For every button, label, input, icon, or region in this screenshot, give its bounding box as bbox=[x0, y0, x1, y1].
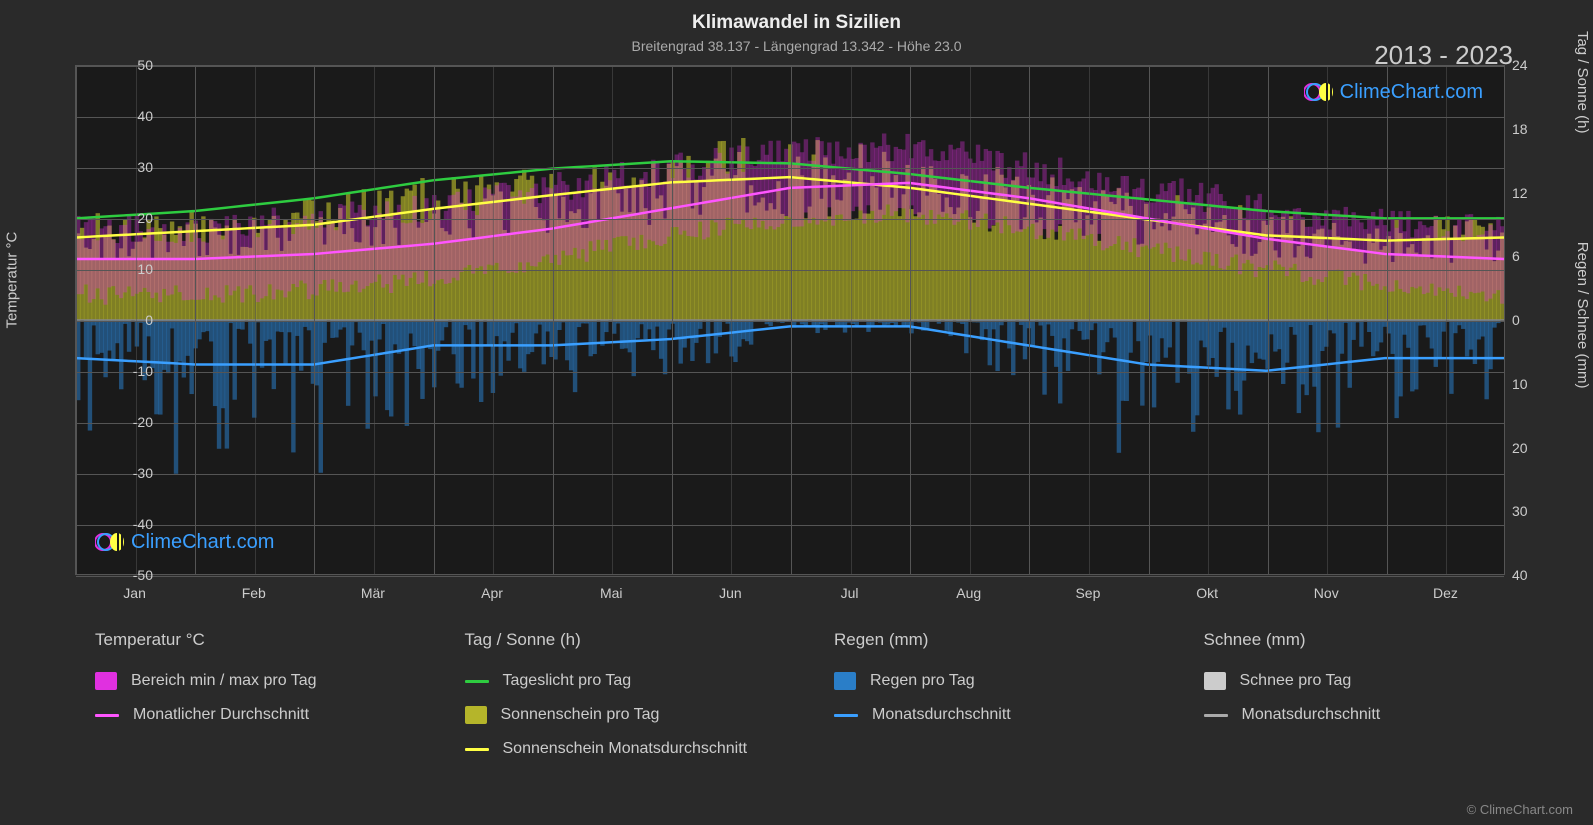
legend-label: Schnee pro Tag bbox=[1240, 672, 1352, 690]
plot-svg bbox=[76, 66, 1504, 574]
legend-col-temperature: Temperatur °C Bereich min / max pro Tag Mo… bbox=[95, 630, 445, 758]
y-right-tick: 40 bbox=[1512, 567, 1528, 583]
legend-label: Monatsdurchschnitt bbox=[1242, 706, 1381, 724]
chart-title: Klimawandel in Sizilien bbox=[692, 12, 901, 34]
y-axis-right-label-top: Tag / Sonne (h) bbox=[1575, 31, 1592, 134]
x-tick: Aug bbox=[956, 585, 981, 601]
legend-label: Monatsdurchschnitt bbox=[872, 706, 1011, 724]
legend-label: Sonnenschein Monatsdurchschnitt bbox=[503, 740, 748, 758]
legend-item: Regen pro Tag bbox=[834, 672, 1184, 690]
legend-header: Temperatur °C bbox=[95, 630, 445, 650]
brand-text: ClimeChart.com bbox=[131, 531, 274, 554]
legend-swatch bbox=[1204, 714, 1228, 717]
legend-item: Monatsdurchschnitt bbox=[1204, 706, 1554, 724]
chart-subtitle: Breitengrad 38.137 - Längengrad 13.342 -… bbox=[631, 38, 961, 54]
x-tick: Okt bbox=[1196, 585, 1218, 601]
copyright: © ClimeChart.com bbox=[1467, 802, 1573, 817]
y-right-tick: 18 bbox=[1512, 121, 1528, 137]
y-left-tick: 30 bbox=[137, 159, 153, 175]
x-tick: Jul bbox=[841, 585, 859, 601]
legend-swatch bbox=[834, 714, 858, 717]
y-right-tick: 6 bbox=[1512, 248, 1520, 264]
logo-icon bbox=[95, 530, 125, 554]
legend-label: Bereich min / max pro Tag bbox=[131, 672, 317, 690]
legend-item: Sonnenschein Monatsdurchschnitt bbox=[465, 740, 815, 758]
y-left-tick: 20 bbox=[137, 210, 153, 226]
y-left-tick: 40 bbox=[137, 108, 153, 124]
legend-item: Sonnenschein pro Tag bbox=[465, 706, 815, 724]
y-left-tick: -30 bbox=[133, 465, 153, 481]
brand-logo-bottom: ClimeChart.com bbox=[95, 530, 274, 554]
legend-label: Regen pro Tag bbox=[870, 672, 975, 690]
legend-header: Tag / Sonne (h) bbox=[465, 630, 815, 650]
y-right-tick: 10 bbox=[1512, 376, 1528, 392]
y-right-tick: 24 bbox=[1512, 57, 1528, 73]
legend-item: Tageslicht pro Tag bbox=[465, 672, 815, 690]
legend-col-sun: Tag / Sonne (h) Tageslicht pro Tag Sonnens… bbox=[465, 630, 815, 758]
plot-area bbox=[75, 65, 1505, 575]
legend-swatch bbox=[95, 714, 119, 717]
legend-item: Schnee pro Tag bbox=[1204, 672, 1554, 690]
y-right-tick: 30 bbox=[1512, 503, 1528, 519]
x-tick: Apr bbox=[481, 585, 503, 601]
legend-item: Monatlicher Durchschnitt bbox=[95, 706, 445, 724]
x-tick: Sep bbox=[1075, 585, 1100, 601]
y-left-tick: -50 bbox=[133, 567, 153, 583]
x-tick: Jan bbox=[123, 585, 146, 601]
legend-header: Regen (mm) bbox=[834, 630, 1184, 650]
y-left-tick: -10 bbox=[133, 363, 153, 379]
legend-label: Tageslicht pro Tag bbox=[503, 672, 632, 690]
legend: Temperatur °C Bereich min / max pro Tag Mo… bbox=[95, 630, 1553, 758]
y-right-tick: 0 bbox=[1512, 312, 1520, 328]
y-left-tick: 0 bbox=[145, 312, 153, 328]
legend-label: Sonnenschein pro Tag bbox=[501, 706, 660, 724]
y-left-tick: 50 bbox=[137, 57, 153, 73]
x-tick: Jun bbox=[719, 585, 742, 601]
x-tick: Mai bbox=[600, 585, 623, 601]
legend-item: Monatsdurchschnitt bbox=[834, 706, 1184, 724]
x-tick: Feb bbox=[242, 585, 266, 601]
legend-swatch bbox=[95, 672, 117, 690]
y-axis-right-label-bottom: Regen / Schnee (mm) bbox=[1575, 242, 1592, 389]
legend-header: Schnee (mm) bbox=[1204, 630, 1554, 650]
y-left-tick: -20 bbox=[133, 414, 153, 430]
legend-swatch bbox=[465, 748, 489, 751]
y-right-tick: 20 bbox=[1512, 440, 1528, 456]
legend-swatch bbox=[465, 680, 489, 683]
y-left-tick: 10 bbox=[137, 261, 153, 277]
x-tick: Mär bbox=[361, 585, 385, 601]
legend-swatch bbox=[465, 706, 487, 724]
y-left-tick: -40 bbox=[133, 516, 153, 532]
brand-text: ClimeChart.com bbox=[1340, 81, 1483, 104]
y-right-tick: 12 bbox=[1512, 185, 1528, 201]
x-tick: Nov bbox=[1314, 585, 1339, 601]
legend-swatch bbox=[834, 672, 856, 690]
logo-icon bbox=[1304, 80, 1334, 104]
y-axis-left-label: Temperatur °C bbox=[4, 232, 21, 329]
x-tick: Dez bbox=[1433, 585, 1458, 601]
legend-col-rain: Regen (mm) Regen pro Tag Monatsdurchschnit… bbox=[834, 630, 1184, 758]
legend-item: Bereich min / max pro Tag bbox=[95, 672, 445, 690]
brand-logo-top: ClimeChart.com bbox=[1304, 80, 1483, 104]
legend-col-snow: Schnee (mm) Schnee pro Tag Monatsdurchschn… bbox=[1204, 630, 1554, 758]
legend-swatch bbox=[1204, 672, 1226, 690]
legend-label: Monatlicher Durchschnitt bbox=[133, 706, 309, 724]
